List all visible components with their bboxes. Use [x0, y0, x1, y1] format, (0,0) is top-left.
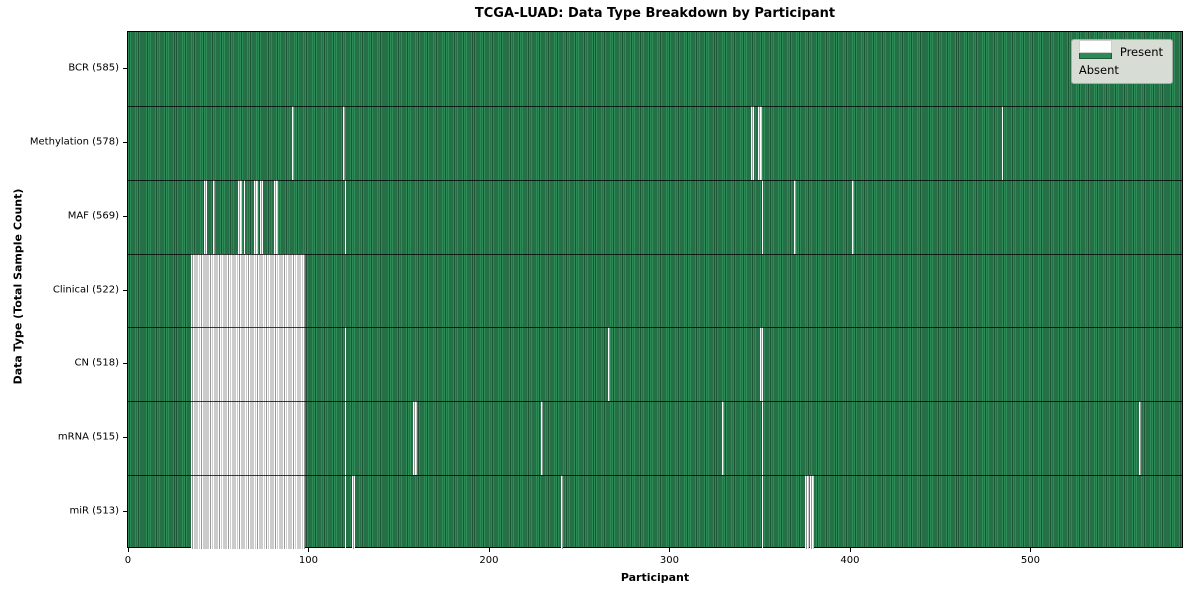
absent-stripe [761, 401, 764, 476]
absent-stripe [1138, 401, 1141, 476]
x-tick-label: 100 [298, 555, 318, 566]
legend-label-absent: Absent [1078, 63, 1119, 77]
row-mrna [128, 401, 1182, 476]
absent-stripe [191, 401, 305, 476]
legend: Present Absent [1070, 39, 1173, 84]
legend-label-present: Present [1119, 45, 1163, 59]
x-tick-mark [127, 548, 129, 552]
absent-stripe [238, 179, 242, 254]
y-tick-label: Methylation (578) [29, 136, 119, 148]
absent-stripe [212, 179, 215, 254]
y-tick-label: MAF (569) [67, 210, 119, 222]
absent-stripe [761, 179, 764, 254]
x-tick-label: 400 [840, 555, 860, 566]
x-tick-mark [308, 548, 310, 552]
x-tick-mark [669, 548, 671, 552]
chart-title: TCGA-LUAD: Data Type Breakdown by Partic… [474, 6, 836, 21]
absent-stripe [259, 179, 264, 254]
row-bcr [128, 32, 1182, 106]
absent-stripe [541, 401, 544, 476]
absent-stripe [851, 179, 854, 254]
x-tick-mark [849, 548, 851, 552]
absent-stripe [344, 475, 347, 549]
absent-stripe [1001, 105, 1004, 180]
absent-stripe [750, 105, 755, 180]
x-tick-mark [488, 548, 490, 552]
absent-stripe [344, 401, 347, 476]
absent-stripe [254, 179, 258, 254]
absent-stripe [810, 475, 814, 549]
x-tick-label: 500 [1020, 555, 1040, 566]
absent-stripe [274, 179, 278, 254]
absent-stripe [561, 475, 564, 549]
y-tick-mark [123, 437, 127, 439]
x-axis-label: Participant [620, 571, 690, 584]
row-cn [128, 327, 1182, 402]
y-tick-mark [123, 67, 127, 69]
y-tick-mark [123, 289, 127, 291]
absent-stripe [243, 179, 246, 254]
absent-stripe [344, 179, 347, 254]
absent-stripe [721, 401, 724, 476]
absent-stripe [203, 179, 208, 254]
absent-stripe [191, 327, 305, 402]
y-tick-mark [123, 141, 127, 143]
x-tick-label: 0 [124, 555, 132, 566]
x-tick-label: 300 [659, 555, 679, 566]
row-maf [128, 179, 1182, 254]
absent-stripe [191, 475, 305, 549]
y-tick-label: Clinical (522) [52, 284, 119, 295]
row-separator [128, 475, 1182, 477]
absent-stripe [759, 327, 764, 402]
y-tick-mark [123, 511, 127, 513]
row-separator [128, 327, 1182, 329]
row-separator [128, 179, 1182, 181]
row-separator [128, 105, 1182, 107]
absent-stripe [794, 179, 796, 254]
absent-stripe [761, 475, 764, 549]
absent-stripe [344, 327, 347, 402]
row-mir [128, 475, 1182, 549]
y-tick-label: miR (513) [69, 505, 119, 517]
y-tick-label: CN (518) [74, 357, 119, 369]
absent-stripe [757, 105, 762, 180]
absent-stripe [804, 475, 809, 549]
row-clinical [128, 253, 1182, 328]
row-separator [128, 253, 1182, 255]
legend-swatch-absent-icon [1078, 40, 1112, 53]
y-tick-mark [123, 363, 127, 365]
absent-stripe [608, 327, 610, 402]
absent-stripe [413, 401, 417, 476]
y-tick-label: BCR (585) [68, 62, 119, 74]
plot-area: Present Absent [127, 31, 1183, 549]
absent-stripe [191, 253, 305, 328]
row-methylation [128, 105, 1182, 180]
y-tick-mark [123, 215, 127, 217]
legend-item-absent: Absent [1078, 40, 1163, 77]
absent-stripe [292, 105, 295, 180]
x-tick-mark [1030, 548, 1032, 552]
x-tick-label: 200 [479, 555, 499, 566]
absent-stripe [351, 475, 356, 549]
y-tick-label: mRNA (515) [57, 431, 119, 443]
row-separator [128, 401, 1182, 403]
absent-stripe [342, 105, 345, 180]
